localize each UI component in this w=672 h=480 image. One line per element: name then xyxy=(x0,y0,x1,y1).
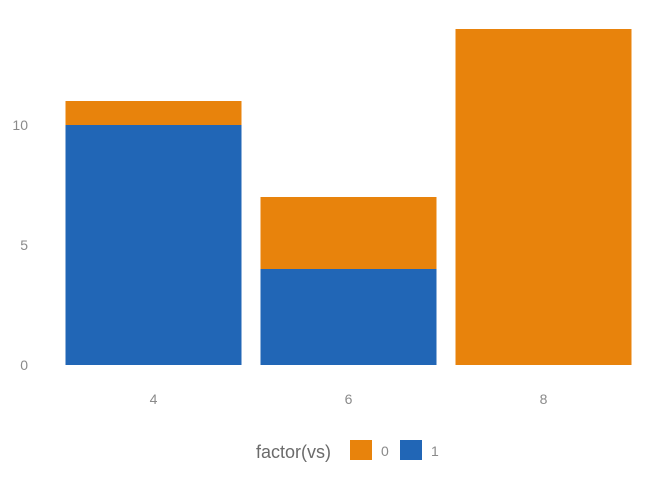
y-axis: 0 5 10 xyxy=(12,117,28,373)
x-tick-label: 8 xyxy=(540,391,548,407)
legend-key-1 xyxy=(400,440,422,460)
legend-label-0: 0 xyxy=(381,443,389,459)
bars-layer xyxy=(65,29,632,365)
bar-8-vs-0 xyxy=(455,29,632,365)
bar-4-vs-0 xyxy=(65,101,242,125)
bar-6-vs-1 xyxy=(260,269,437,365)
y-tick-label: 0 xyxy=(20,357,28,373)
legend-key-0 xyxy=(350,440,372,460)
x-tick-label: 4 xyxy=(150,391,158,407)
bar-4-vs-1 xyxy=(65,125,242,365)
x-tick-label: 6 xyxy=(345,391,353,407)
y-tick-label: 10 xyxy=(12,117,28,133)
legend: factor(vs) 0 1 xyxy=(256,440,439,462)
legend-label-1: 1 xyxy=(431,443,439,459)
bar-6-vs-0 xyxy=(260,197,437,269)
legend-title: factor(vs) xyxy=(256,442,331,462)
y-tick-label: 5 xyxy=(20,237,28,253)
x-axis: 4 6 8 xyxy=(150,391,548,407)
